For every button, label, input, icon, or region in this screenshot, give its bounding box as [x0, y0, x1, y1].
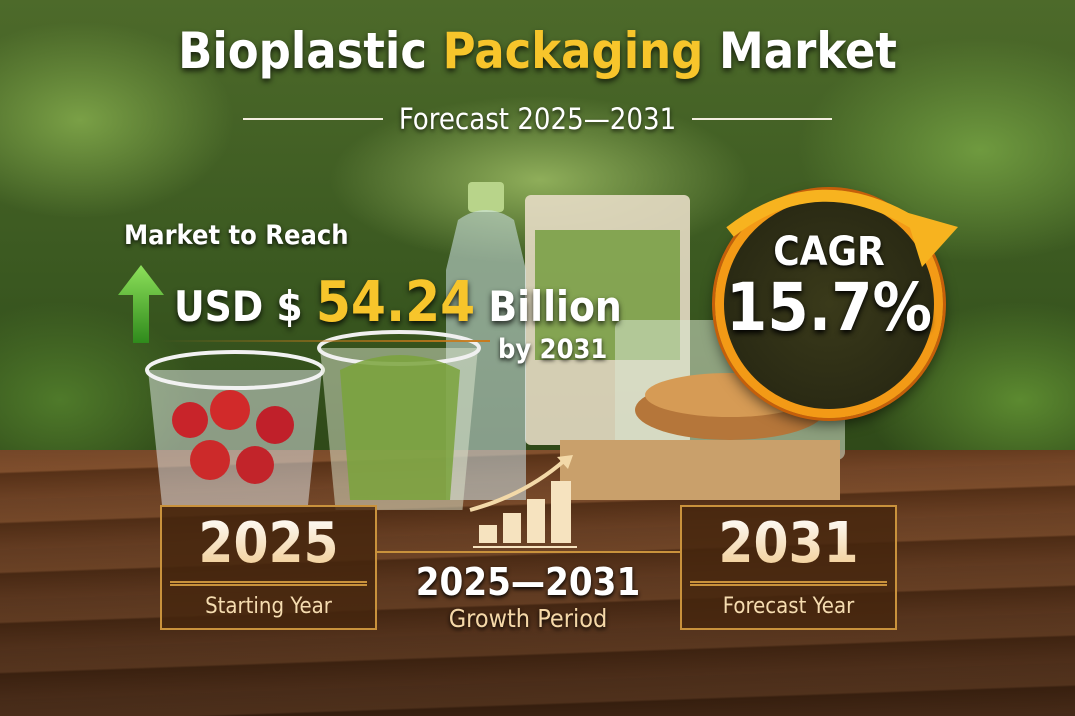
target-year: by 2031	[498, 334, 608, 365]
start-year-label: Starting Year	[205, 593, 332, 619]
divider	[690, 580, 887, 586]
subtitle-row: Forecast 2025—2031	[0, 102, 1075, 136]
timeline-connector	[376, 551, 681, 553]
subtitle: Forecast 2025—2031	[398, 102, 677, 136]
page-title: Bioplastic Packaging Market	[0, 22, 1075, 80]
value-underline	[160, 340, 490, 342]
growth-period: 2025—2031 Growth Period	[380, 560, 676, 633]
currency: USD $	[174, 282, 303, 331]
growth-chart-icon	[469, 455, 577, 548]
period-range: 2025—2031	[415, 560, 641, 604]
divider-line	[242, 118, 383, 120]
arrow-up-icon	[118, 265, 164, 343]
market-lead: Market to Reach	[124, 220, 349, 251]
product-illustrations	[145, 182, 845, 510]
start-year-box: 2025 Starting Year	[160, 505, 377, 630]
title-highlight: Packaging	[442, 22, 704, 80]
curved-arrow-icon	[726, 189, 958, 267]
title-part: Market	[719, 22, 897, 80]
cagr-badge: CAGR 15.7%	[715, 190, 943, 418]
title-part: Bioplastic	[178, 22, 427, 80]
divider-line	[692, 118, 833, 120]
start-year: 2025	[162, 513, 375, 575]
forecast-year-box: 2031 Forecast Year	[680, 505, 897, 630]
kraft-box	[560, 440, 840, 500]
value-number: 54.24	[315, 270, 476, 335]
cagr-value: 15.7%	[726, 269, 932, 346]
divider	[170, 580, 367, 586]
period-label: Growth Period	[448, 604, 608, 633]
forecast-year: 2031	[682, 513, 895, 575]
cagr-label: CAGR	[773, 229, 885, 275]
salad-cup	[317, 330, 481, 510]
strawberry-cup	[145, 350, 325, 505]
forecast-year-label: Forecast Year	[722, 593, 855, 619]
value-unit: Billion	[488, 282, 622, 331]
market-value: USD $ 54.24 Billion	[174, 270, 622, 335]
